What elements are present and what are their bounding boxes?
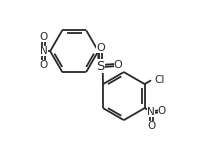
Text: S: S: [96, 60, 105, 73]
Text: Cl: Cl: [154, 75, 164, 85]
Text: O: O: [40, 60, 48, 70]
Text: N: N: [40, 46, 47, 56]
Text: O: O: [40, 32, 48, 42]
Text: O: O: [96, 43, 105, 53]
Text: O: O: [158, 106, 166, 116]
Text: O: O: [147, 121, 155, 131]
Text: N: N: [147, 107, 155, 117]
Text: O: O: [114, 60, 123, 70]
